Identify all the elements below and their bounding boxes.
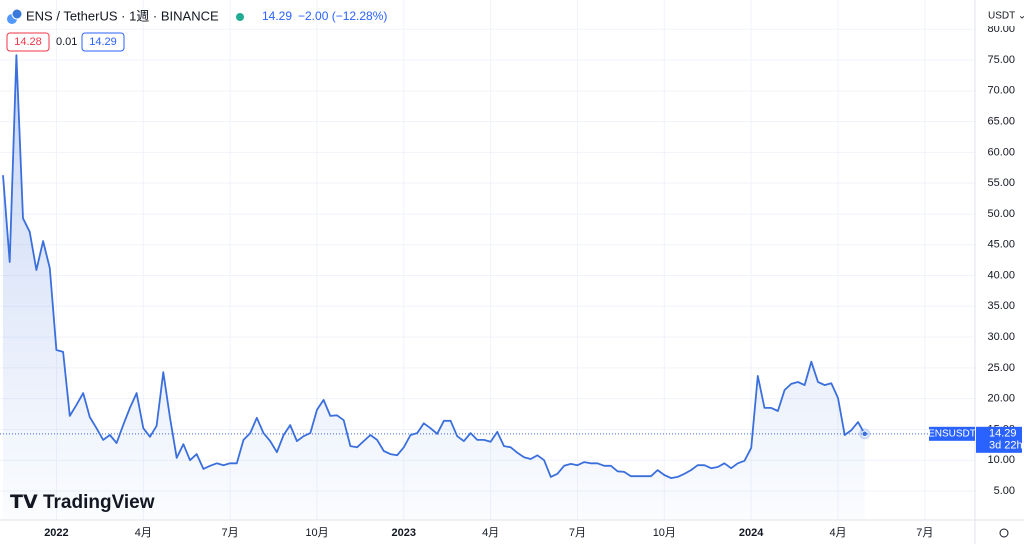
y-tick-label: 5.00	[994, 485, 1015, 497]
y-tick-label: 55.00	[987, 177, 1015, 189]
y-tick-label: 10.00	[987, 454, 1015, 466]
y-tick-label: 70.00	[987, 85, 1015, 97]
ticker-label: ENSUSDT	[928, 428, 976, 439]
ask-box[interactable]	[81, 32, 125, 52]
y-tick-label: 50.00	[987, 208, 1015, 220]
y-tick-label: 60.00	[987, 146, 1015, 158]
spread: 0.01	[56, 36, 77, 48]
y-tick-label: 40.00	[987, 269, 1015, 281]
x-tick-label: 7月	[916, 527, 933, 539]
y-tick-label: 35.00	[987, 300, 1015, 312]
y-tick-label: 30.00	[987, 331, 1015, 343]
logo: 𝗧𝗩 TradingView	[10, 492, 155, 513]
price-change: −2.00 (−12.28%)	[298, 9, 387, 23]
currency-label: USDT ⌄	[988, 11, 1024, 22]
logo-text: TradingView	[43, 492, 155, 513]
axes: 5.0010.0015.0020.0025.0030.0035.0040.004…	[44, 23, 1015, 539]
y-tick-label: 25.00	[987, 362, 1015, 374]
x-tick-label: 10月	[305, 527, 328, 539]
plot-area	[0, 54, 975, 520]
bid-box[interactable]	[6, 32, 50, 52]
y-tick-label: 75.00	[987, 54, 1015, 66]
x-tick-label: 4月	[829, 527, 846, 539]
symbol-title: ENS / TetherUS · 1週 · BINANCE	[26, 8, 219, 23]
x-tick-label: 4月	[482, 527, 499, 539]
logo-mark: 𝗧𝗩	[10, 492, 43, 513]
x-tick-label: 2022	[44, 527, 68, 539]
x-tick-label: 7月	[222, 527, 239, 539]
ticker-tag	[929, 426, 975, 441]
x-tick-label: 2024	[739, 527, 764, 539]
y-tick-label: 45.00	[987, 239, 1015, 251]
settings-icon[interactable]	[999, 528, 1009, 538]
area	[3, 55, 865, 520]
symbol-icon	[11, 8, 23, 20]
last-price: 14.29	[262, 9, 292, 23]
price-tag-label: 14.29	[989, 428, 1017, 440]
ask-price: 14.29	[89, 36, 117, 48]
countdown-label: 3d 22h	[989, 440, 1023, 452]
x-tick-label: 4月	[135, 527, 152, 539]
x-tick-label: 2023	[392, 527, 416, 539]
currency-button[interactable]	[983, 6, 1021, 26]
y-tick-label: 20.00	[987, 393, 1015, 405]
y-tick-label: 80.00	[987, 23, 1015, 35]
symbol-header: ENS / TetherUS · 1週 · BINANCE 14.29 −2.0…	[6, 8, 387, 52]
grid	[0, 0, 975, 520]
x-tick-label: 10月	[653, 527, 676, 539]
y-tick-label: 65.00	[987, 116, 1015, 128]
price-line	[2, 54, 866, 479]
bid-price: 14.28	[14, 36, 42, 48]
status-dot	[236, 13, 244, 21]
x-tick-label: 7月	[569, 527, 586, 539]
price-tag	[976, 426, 1022, 453]
